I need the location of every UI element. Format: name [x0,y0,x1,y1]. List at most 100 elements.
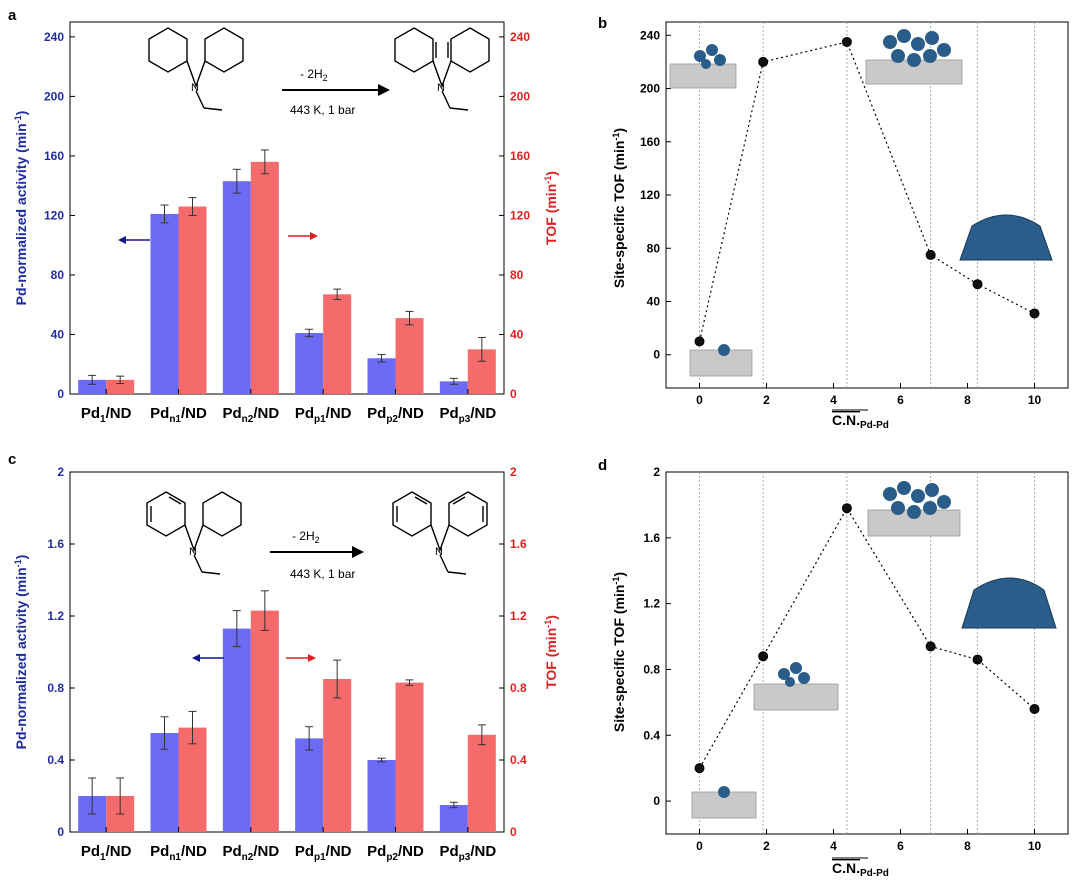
y-tick-label-left: 1.6 [47,537,64,551]
x-tick-label: 0 [696,839,703,853]
x-tick-label: 2 [763,839,770,853]
category-label: Pdn1/ND [150,405,207,425]
bar-tof [395,318,424,394]
data-point [758,651,769,662]
y-tick-label: 200 [640,82,660,96]
bar-activity [295,332,324,394]
error-bar [260,590,269,631]
y-tick-label: 0 [653,348,660,362]
y-tick-label: 0 [653,794,660,808]
y-tick-label-right: 40 [510,327,524,341]
error-bar [333,659,342,699]
bar-tof [178,727,207,832]
data-point [925,641,936,652]
y-tick-label-left: 2 [57,465,64,479]
bar-activity [222,181,251,394]
plot-frame-c [69,471,505,833]
category-label: Pdp2/ND [367,405,424,425]
panel-b: b 0 40 80 120 160 200 240 0 2 4 6 8 10 Site-specifi… [598,15,1069,431]
x-tick-label: 6 [897,839,904,853]
error-bar [405,679,414,686]
bar-activity [439,805,468,832]
scatter-series-d [694,503,1040,774]
y-tick-label-right: 240 [510,30,530,44]
error-bar [477,336,486,362]
error-bar [405,310,414,326]
left-axis-a: 0 40 80 120 160 200 240 [44,30,75,401]
panel-label-b: b [598,15,607,32]
single-atom-illustration-b [689,344,753,377]
error-bar [305,726,314,751]
y-tick-label-right: 200 [510,89,530,103]
plot-frame-d [665,471,1069,835]
y-tick-label: 160 [640,135,660,149]
error-bar [305,328,314,338]
y-tick-label: 2 [653,465,660,479]
bar-activity [367,358,396,394]
reaction-conditions-a: 443 K, 1 bar [290,103,355,117]
category-label: Pdp3/ND [439,843,496,863]
panel-d: d 0 0.4 0.8 1.2 1.6 2 0 2 4 6 8 10 Site-specific T… [598,457,1069,879]
x-tick-label: 0 [696,393,703,407]
bar-tof [323,294,352,394]
left-axis-d: 0 0.4 0.8 1.2 1.6 2 [643,465,671,808]
error-bar [232,610,241,648]
large-cluster-illustration-b [865,29,963,85]
x-tick-label: 10 [1028,393,1042,407]
nanoparticle-illustration-b [959,214,1053,261]
left-arrow-a [118,236,150,244]
reaction-label-a: - 2H2 [300,67,328,83]
x-axis-b: 0 2 4 6 8 10 [696,383,1041,407]
y-tick-label-right: 1.6 [510,537,527,551]
y-axis-title-b: Site-specific TOF (min-1) [611,128,627,288]
error-bar [232,168,241,194]
data-point [841,36,852,47]
y-tick-label-left: 80 [51,268,65,282]
y-tick-label-right: 2 [510,465,517,479]
y-tick-label-right: 1.2 [510,609,527,623]
y-tick-label: 1.6 [643,531,660,545]
error-bar [260,149,269,175]
error-bar [116,375,125,385]
y-tick-label: 0.4 [643,728,660,742]
y-tick-label: 120 [640,188,660,202]
plot-frame-a [69,21,505,395]
panel-a: a 0 40 80 120 160 200 240 0 40 80 120 160 200 240 Pd… [8,7,559,425]
y-tick-label-right: 0.4 [510,753,527,767]
error-bar [449,377,458,385]
right-arrow-c [286,654,316,662]
right-arrow-a [288,232,318,240]
small-cluster-illustration-d [753,662,839,711]
svg-text:N: N [191,82,199,94]
reactant-molecule-c: N [146,491,242,575]
x-tick-label: 6 [897,393,904,407]
data-point [972,654,983,665]
right-axis-title-a: TOF (min-1) [543,171,559,245]
y-tick-label-right: 0.8 [510,681,527,695]
x-axis-d: 0 2 4 6 8 10 [696,829,1041,853]
svg-text:N: N [435,546,443,558]
error-bar [188,710,197,745]
bar-tof [250,610,279,832]
vertical-guides-d [699,472,1035,834]
reaction-label-c: - 2H2 [292,529,320,545]
data-point [1029,308,1040,319]
data-point [694,763,705,774]
y-tick-label-left: 240 [44,30,64,44]
right-axis-title-c: TOF (min-1) [543,615,559,689]
error-bar [88,777,97,815]
left-axis-title-a: Pd-normalized activity (min-1) [13,111,29,306]
y-tick-label-left: 0.4 [47,753,64,767]
scatter-series-b [694,36,1040,347]
product-molecule-a: N [394,27,490,111]
data-point [1029,703,1040,714]
panel-c: c 00.40.81.21.62 00.40.81.21.62 Pd1/ND Pd… [8,451,559,863]
bar-tof [178,206,207,394]
bar-activity [367,760,396,832]
category-label: Pdp2/ND [367,843,424,863]
reaction-conditions-c: 443 K, 1 bar [290,567,355,581]
bar-tof [467,734,496,832]
y-tick-label-left: 160 [44,149,64,163]
data-point [972,279,983,290]
y-axis-title-d: Site-specific TOF (min-1) [611,572,627,732]
